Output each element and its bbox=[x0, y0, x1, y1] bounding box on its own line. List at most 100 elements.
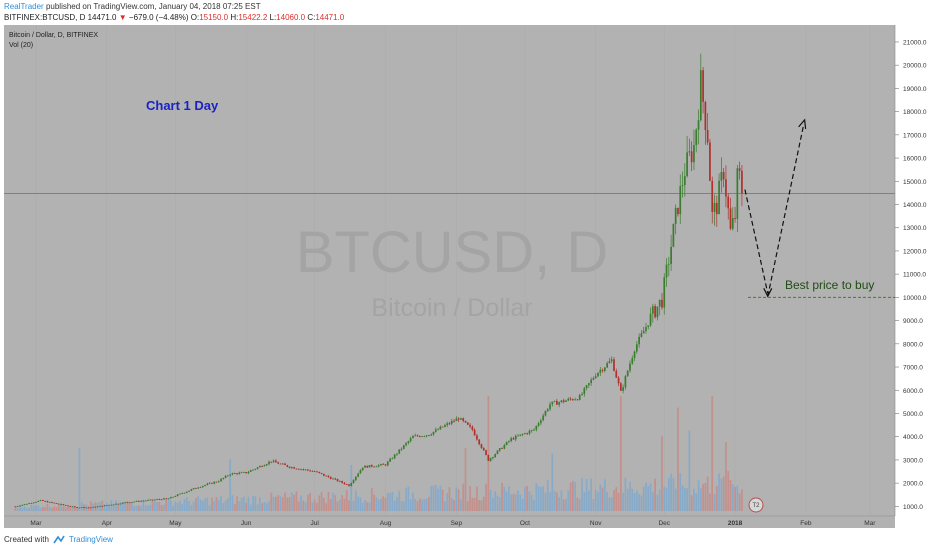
candle-body bbox=[640, 333, 643, 337]
candle-body bbox=[450, 420, 453, 424]
volume-bar bbox=[414, 499, 417, 511]
volume-bar bbox=[471, 497, 474, 511]
volume-bar bbox=[366, 502, 369, 511]
volume-bar bbox=[231, 495, 234, 511]
author-link[interactable]: RealTrader bbox=[4, 2, 44, 11]
volume-bar bbox=[496, 495, 499, 511]
volume-bar bbox=[407, 486, 410, 511]
volume-bar bbox=[540, 487, 542, 511]
chart-pane[interactable] bbox=[4, 25, 895, 516]
candle-body bbox=[487, 454, 490, 461]
candle-body bbox=[439, 426, 442, 430]
volume-bar bbox=[412, 492, 414, 511]
candle-body bbox=[718, 180, 720, 215]
volume-bar bbox=[69, 507, 72, 511]
volume-bar bbox=[297, 501, 300, 511]
candle-body bbox=[83, 507, 85, 509]
candle-body bbox=[62, 504, 65, 506]
volume-bars bbox=[14, 396, 743, 511]
candle-body bbox=[163, 498, 165, 500]
candle-body bbox=[674, 207, 677, 224]
candle-body bbox=[405, 443, 407, 446]
candle-body bbox=[606, 363, 608, 368]
volume-bar bbox=[53, 506, 56, 511]
volume-bar bbox=[135, 505, 138, 511]
candle-body bbox=[661, 299, 663, 308]
candle-body bbox=[725, 179, 727, 197]
candle-body bbox=[329, 477, 332, 479]
volume-bar bbox=[174, 501, 177, 511]
volume-bar bbox=[638, 493, 640, 511]
candle-body bbox=[407, 441, 410, 444]
volume-bar bbox=[332, 492, 334, 511]
candle-body bbox=[642, 330, 645, 334]
candle-body bbox=[92, 506, 94, 508]
volume-bar bbox=[409, 499, 412, 511]
volume-bar bbox=[316, 502, 318, 511]
candle-body bbox=[364, 465, 366, 468]
volume-bar bbox=[421, 499, 423, 511]
candle-body bbox=[124, 502, 126, 504]
candle-body bbox=[482, 448, 485, 451]
volume-bar bbox=[361, 502, 364, 511]
candle-body bbox=[469, 424, 471, 427]
candle-body bbox=[236, 473, 238, 475]
volume-bar bbox=[599, 484, 602, 511]
volume-bar bbox=[293, 494, 296, 511]
volume-bar bbox=[336, 501, 339, 511]
candle-body bbox=[14, 506, 17, 508]
candle-body bbox=[41, 500, 44, 501]
candle-body bbox=[530, 429, 533, 431]
volume-bar bbox=[124, 501, 126, 511]
volume-bar bbox=[576, 497, 579, 511]
candle-body bbox=[295, 468, 298, 470]
tradingview-link[interactable]: TradingView bbox=[68, 535, 113, 544]
candle-body bbox=[126, 502, 129, 504]
volume-bar bbox=[227, 498, 229, 511]
volume-bar bbox=[521, 499, 524, 511]
event-badge[interactable]: T2 bbox=[748, 497, 764, 513]
candle-body bbox=[448, 423, 451, 425]
candle-body bbox=[594, 376, 597, 379]
candle-body bbox=[729, 208, 732, 229]
volume-bar bbox=[345, 490, 348, 511]
candle-body bbox=[302, 469, 305, 470]
volume-bar bbox=[190, 504, 193, 511]
volume-bar bbox=[384, 497, 387, 511]
volume-bar bbox=[25, 508, 28, 511]
candle-body bbox=[651, 306, 654, 314]
candle-body bbox=[149, 499, 152, 501]
candle-body bbox=[514, 435, 517, 440]
candle-body bbox=[460, 418, 462, 420]
volume-bar bbox=[510, 494, 513, 511]
candle-body bbox=[135, 500, 138, 502]
candle-body bbox=[622, 387, 624, 391]
volume-bar bbox=[428, 497, 430, 511]
volume-bar bbox=[542, 486, 545, 511]
series-title: Bitcoin / Dollar, D, BITFINEX bbox=[9, 32, 98, 39]
candle-body bbox=[85, 507, 88, 509]
candle-body bbox=[105, 505, 108, 506]
candle-body bbox=[389, 458, 391, 462]
volume-bar bbox=[594, 489, 597, 511]
candle-body bbox=[370, 465, 373, 467]
candle-body bbox=[720, 172, 723, 181]
candle-body bbox=[681, 185, 684, 187]
candle-body bbox=[562, 400, 565, 402]
candle-body bbox=[195, 488, 197, 489]
candle-body bbox=[279, 463, 282, 465]
volume-bar bbox=[667, 477, 670, 511]
volume-bar bbox=[78, 447, 81, 511]
volume-bar bbox=[530, 494, 533, 511]
volume-bar bbox=[48, 506, 51, 511]
volume-bar bbox=[537, 486, 540, 511]
candle-body bbox=[306, 469, 309, 471]
volume-bar bbox=[35, 505, 37, 511]
candle-body bbox=[199, 487, 202, 488]
volume-bar bbox=[476, 486, 478, 511]
candle-body bbox=[569, 398, 572, 400]
volume-bar bbox=[741, 489, 743, 511]
price-tick-label: 21000.0 bbox=[903, 39, 927, 46]
volume-bar bbox=[720, 478, 723, 511]
